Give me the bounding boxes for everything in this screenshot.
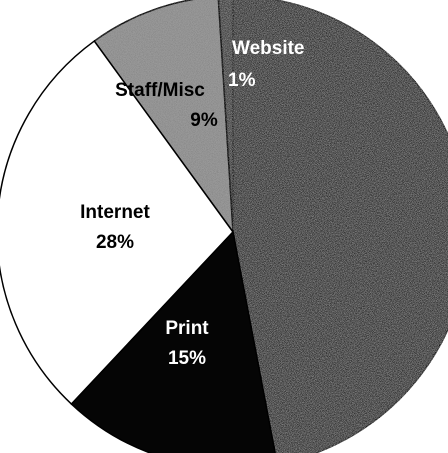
slice-value-print: 15% [168,348,206,369]
slice-value-staff-misc: 9% [190,110,218,131]
pie-slice-print [70,230,276,453]
slice-label-staff-misc: Staff/Misc [115,80,205,101]
slice-value-internet: 28% [96,232,134,253]
pie-slice-remainder [232,0,448,453]
slice-value-website: 1% [228,70,256,91]
pie-slice-staff-misc [93,0,234,235]
slice-label-internet: Internet [80,202,150,223]
slice-label-print: Print [165,318,209,339]
pie-slice-internet [0,40,234,406]
slice-label-website: Website [232,38,305,59]
